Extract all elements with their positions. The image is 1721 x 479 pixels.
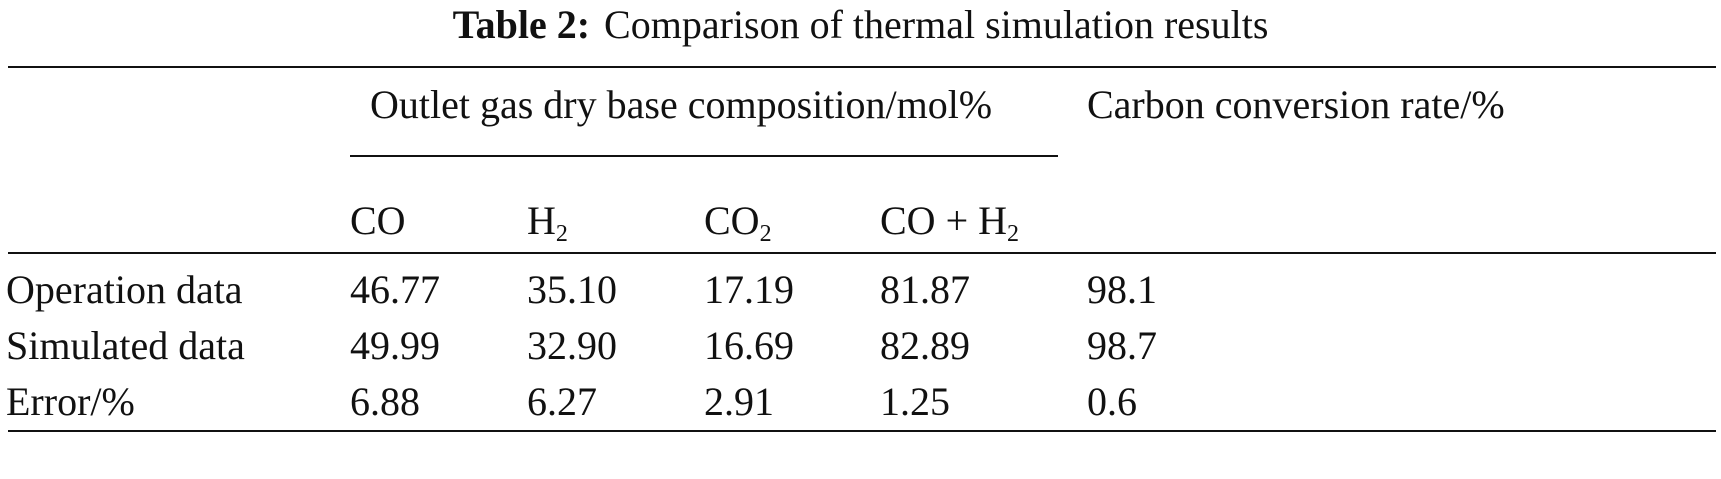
cell-operation-co2: 17.19 bbox=[704, 267, 794, 312]
table-caption: Table 2: Comparison of thermal simulation… bbox=[0, 2, 1721, 48]
top-rule bbox=[8, 66, 1716, 68]
cell-operation-h2: 35.10 bbox=[527, 267, 617, 312]
table-title: Comparison of thermal simulation results bbox=[604, 2, 1269, 47]
cell-simulated-carbon: 98.7 bbox=[1087, 323, 1157, 368]
cell-operation-co: 46.77 bbox=[350, 267, 440, 312]
cell-error-co-h2: 1.25 bbox=[880, 379, 950, 424]
cell-simulated-h2: 32.90 bbox=[527, 323, 617, 368]
bottom-rule bbox=[8, 430, 1716, 432]
cell-error-carbon: 0.6 bbox=[1087, 379, 1137, 424]
cell-simulated-co: 49.99 bbox=[350, 323, 440, 368]
cell-error-co2: 2.91 bbox=[704, 379, 774, 424]
cell-error-co: 6.88 bbox=[350, 379, 420, 424]
header-col-co: CO bbox=[350, 198, 406, 243]
cell-simulated-co-h2: 82.89 bbox=[880, 323, 970, 368]
row-label-operation: Operation data bbox=[6, 267, 243, 312]
header-col-h2: H2 bbox=[527, 198, 568, 247]
header-col-co-plus-h2: CO + H2 bbox=[880, 198, 1020, 247]
group-underline-rule bbox=[350, 155, 1058, 157]
cell-operation-co-h2: 81.87 bbox=[880, 267, 970, 312]
header-bottom-rule bbox=[8, 252, 1716, 254]
table-number-label: Table 2: bbox=[452, 2, 591, 47]
cell-operation-carbon: 98.1 bbox=[1087, 267, 1157, 312]
header-carbon-conversion: Carbon conversion rate/% bbox=[1087, 82, 1505, 127]
cell-simulated-co2: 16.69 bbox=[704, 323, 794, 368]
header-col-co2: CO2 bbox=[704, 198, 772, 247]
row-label-error: Error/% bbox=[6, 379, 135, 424]
row-label-simulated: Simulated data bbox=[6, 323, 245, 368]
cell-error-h2: 6.27 bbox=[527, 379, 597, 424]
header-group-label: Outlet gas dry base composition/mol% bbox=[370, 82, 993, 127]
